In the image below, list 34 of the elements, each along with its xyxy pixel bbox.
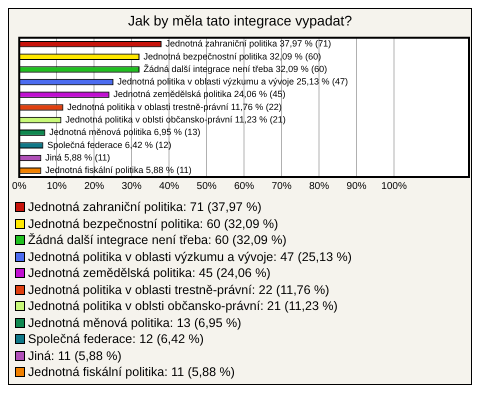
x-tick-label: 80% [309,180,330,192]
category-label: Jiná 5,88 % (11) [45,152,110,163]
category-label: Jednotná politika v oblsti občansko-právní 11,23 % (21) [65,114,286,125]
text: Jednotná zahraniční politika: 71 (37,97 %) [28,200,262,214]
text: Jednotná politika v oblasti trestně-právní: 22 (11,76 %) [28,282,330,297]
text: Jednotná měnová politika: 13 (6,95 %) [28,316,242,330]
text: Jiná: 11 (5,88 %) [28,348,122,363]
category-label: Žádná další integrace není třeba 32,09 % (60) [144,64,328,74]
text: Jednotná fiskální politika: 11 (5,88 %) [28,365,235,380]
x-tick-label: 70% [272,180,292,192]
text: Žádná další integrace není třeba: 60 (32,09 %) [28,233,286,248]
x-tick-label: 0% [12,180,27,192]
category-label: Jednotná politika v oblasti výzkumu a vývoje 25,13 % (47) [117,76,348,87]
text: Jednotná politika v oblsti občansko-právní: 21 (11,23 %) [28,299,338,314]
text: Jednotná zemědělská politika: 45 (24,06 %) [28,266,271,280]
text: Společná federace: 12 (6,42 %) [28,332,204,346]
category-label: Společná federace 6,42 % (12) [47,140,172,150]
category-label: Jednotná politika v oblasti trestně-právní 11,76 % (22) [67,102,282,112]
text: Jednotná bezpečnostní politika: 60 (32,09 %) [28,216,278,231]
x-tick-label: 40% [159,180,180,192]
category-label: Jednotná zemědělská politika 24,06 % (45) [113,89,286,100]
category-label: Jednotná bezpečnostní politika 32,09 % (60) [144,51,322,62]
chart-title: Jak by měla tato integrace vypadat? [128,12,352,28]
x-tick-label: 10% [46,180,67,192]
x-tick-label: 30% [122,180,142,192]
category-label: Jednotná fiskální politika 5,88 % (11) [45,165,192,176]
text: Jednotná politika v oblasti výzkumu a vývoje: 47 (25,13 %) [28,250,352,264]
x-tick-label: 90% [346,180,367,192]
x-tick-label: 100% [381,180,407,192]
category-label: Jednotná zahraniční politika 37,97 % (71) [166,38,332,49]
x-tick-label: 60% [234,180,254,192]
x-tick-label: 20% [84,180,104,192]
category-label: Jednotná měnová politika 6,95 % (13) [49,127,200,138]
x-tick-label: 50% [196,180,217,192]
